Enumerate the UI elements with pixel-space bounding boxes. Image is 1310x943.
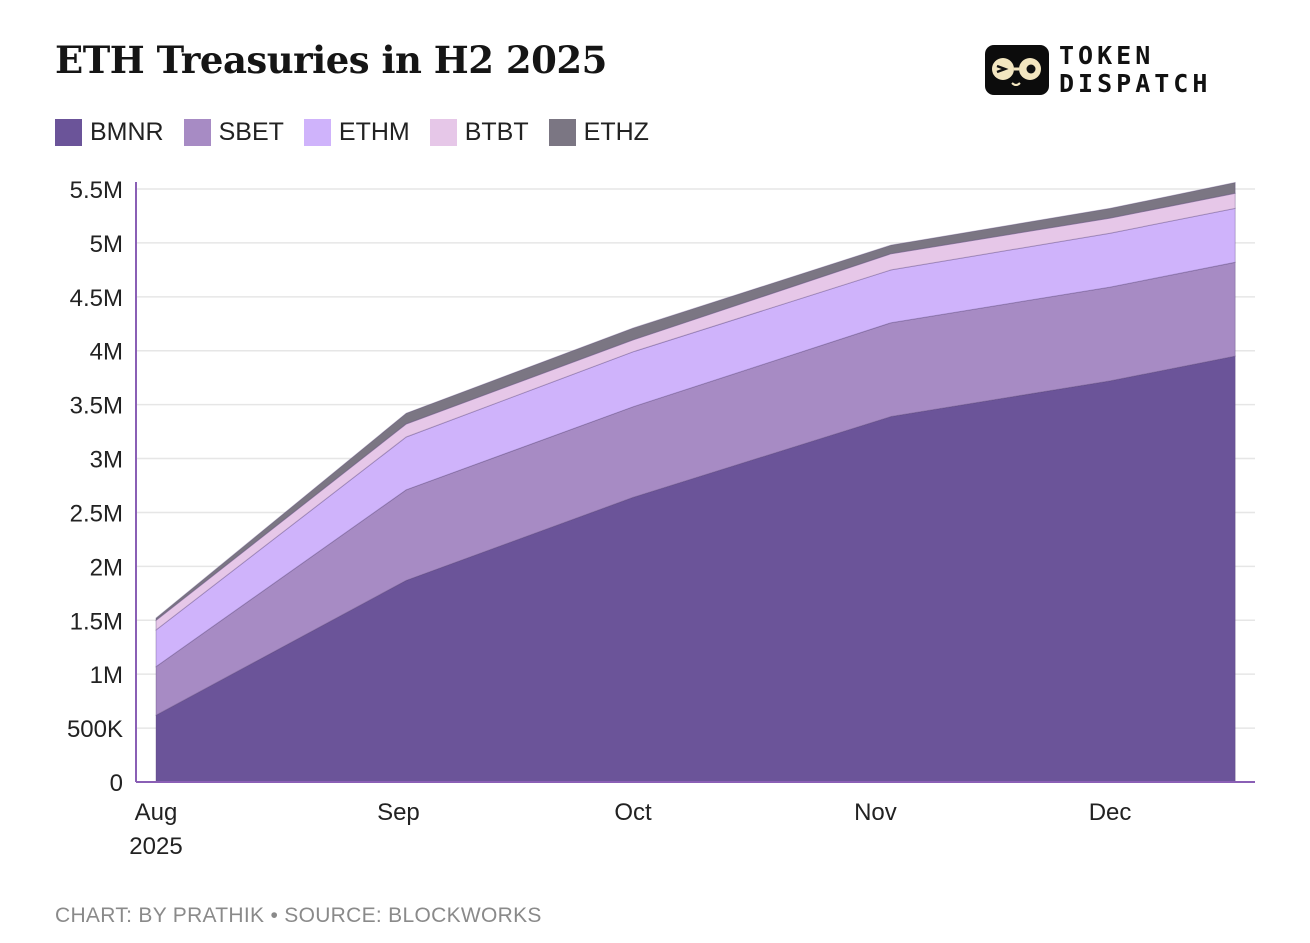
x-tick-label: Aug bbox=[135, 799, 178, 826]
legend-label: ETHZ bbox=[583, 118, 649, 146]
chart-credit: CHART: BY PRATHIK bbox=[55, 904, 265, 927]
legend-item-ethz: ETHZ bbox=[548, 118, 649, 147]
logo-text-token: TOKEN bbox=[1059, 41, 1155, 70]
area-ethz bbox=[155, 181, 1236, 622]
x-tick-sublabel: 2025 bbox=[129, 833, 182, 860]
token-dispatch-logo: TOKEN DISPATCH bbox=[985, 42, 1211, 98]
legend-label: BMNR bbox=[90, 118, 164, 146]
legend-item-btbt: BTBT bbox=[429, 118, 529, 147]
legend-label: ETHM bbox=[338, 118, 410, 146]
y-tick-label: 1.5M bbox=[70, 608, 123, 635]
legend-swatch bbox=[183, 119, 211, 146]
x-tick-label: Oct bbox=[614, 799, 652, 826]
y-tick-label: 4.5M bbox=[70, 285, 123, 312]
y-tick-label: 0 bbox=[110, 770, 123, 797]
logo-face-icon bbox=[985, 45, 1049, 95]
legend-item-ethm: ETHM bbox=[303, 118, 410, 147]
y-tick-label: 3.5M bbox=[70, 393, 123, 420]
legend-swatch bbox=[303, 119, 331, 146]
separator-dot: • bbox=[270, 904, 279, 927]
legend: BMNR SBET ETHM BTBT ETHZ bbox=[55, 118, 669, 147]
legend-swatch bbox=[429, 119, 457, 146]
y-tick-label: 1M bbox=[90, 662, 123, 689]
x-tick-label: Nov bbox=[854, 799, 897, 826]
y-tick-label: 2M bbox=[90, 554, 123, 581]
legend-item-bmnr: BMNR bbox=[55, 118, 164, 147]
y-tick-label: 5M bbox=[90, 231, 123, 258]
x-tick-label: Dec bbox=[1089, 799, 1132, 826]
y-tick-label: 2.5M bbox=[70, 500, 123, 527]
y-tick-label: 5.5M bbox=[70, 177, 123, 204]
legend-item-sbet: SBET bbox=[183, 118, 284, 147]
y-tick-label: 4M bbox=[90, 339, 123, 366]
legend-label: BTBT bbox=[464, 118, 529, 146]
chart-source: SOURCE: BLOCKWORKS bbox=[284, 904, 542, 927]
y-tick-label: 3M bbox=[90, 447, 123, 474]
x-tick-label: Sep bbox=[377, 799, 420, 826]
legend-label: SBET bbox=[218, 118, 284, 146]
chart-title: ETH Treasuries in H2 2025 bbox=[55, 38, 607, 82]
footer: CHART: BY PRATHIK • SOURCE: BLOCKWORKS bbox=[55, 904, 542, 928]
logo-text-dispatch: DISPATCH bbox=[1059, 69, 1212, 98]
legend-swatch bbox=[548, 119, 576, 146]
y-tick-label: 500K bbox=[67, 716, 123, 743]
legend-swatch bbox=[55, 119, 82, 146]
